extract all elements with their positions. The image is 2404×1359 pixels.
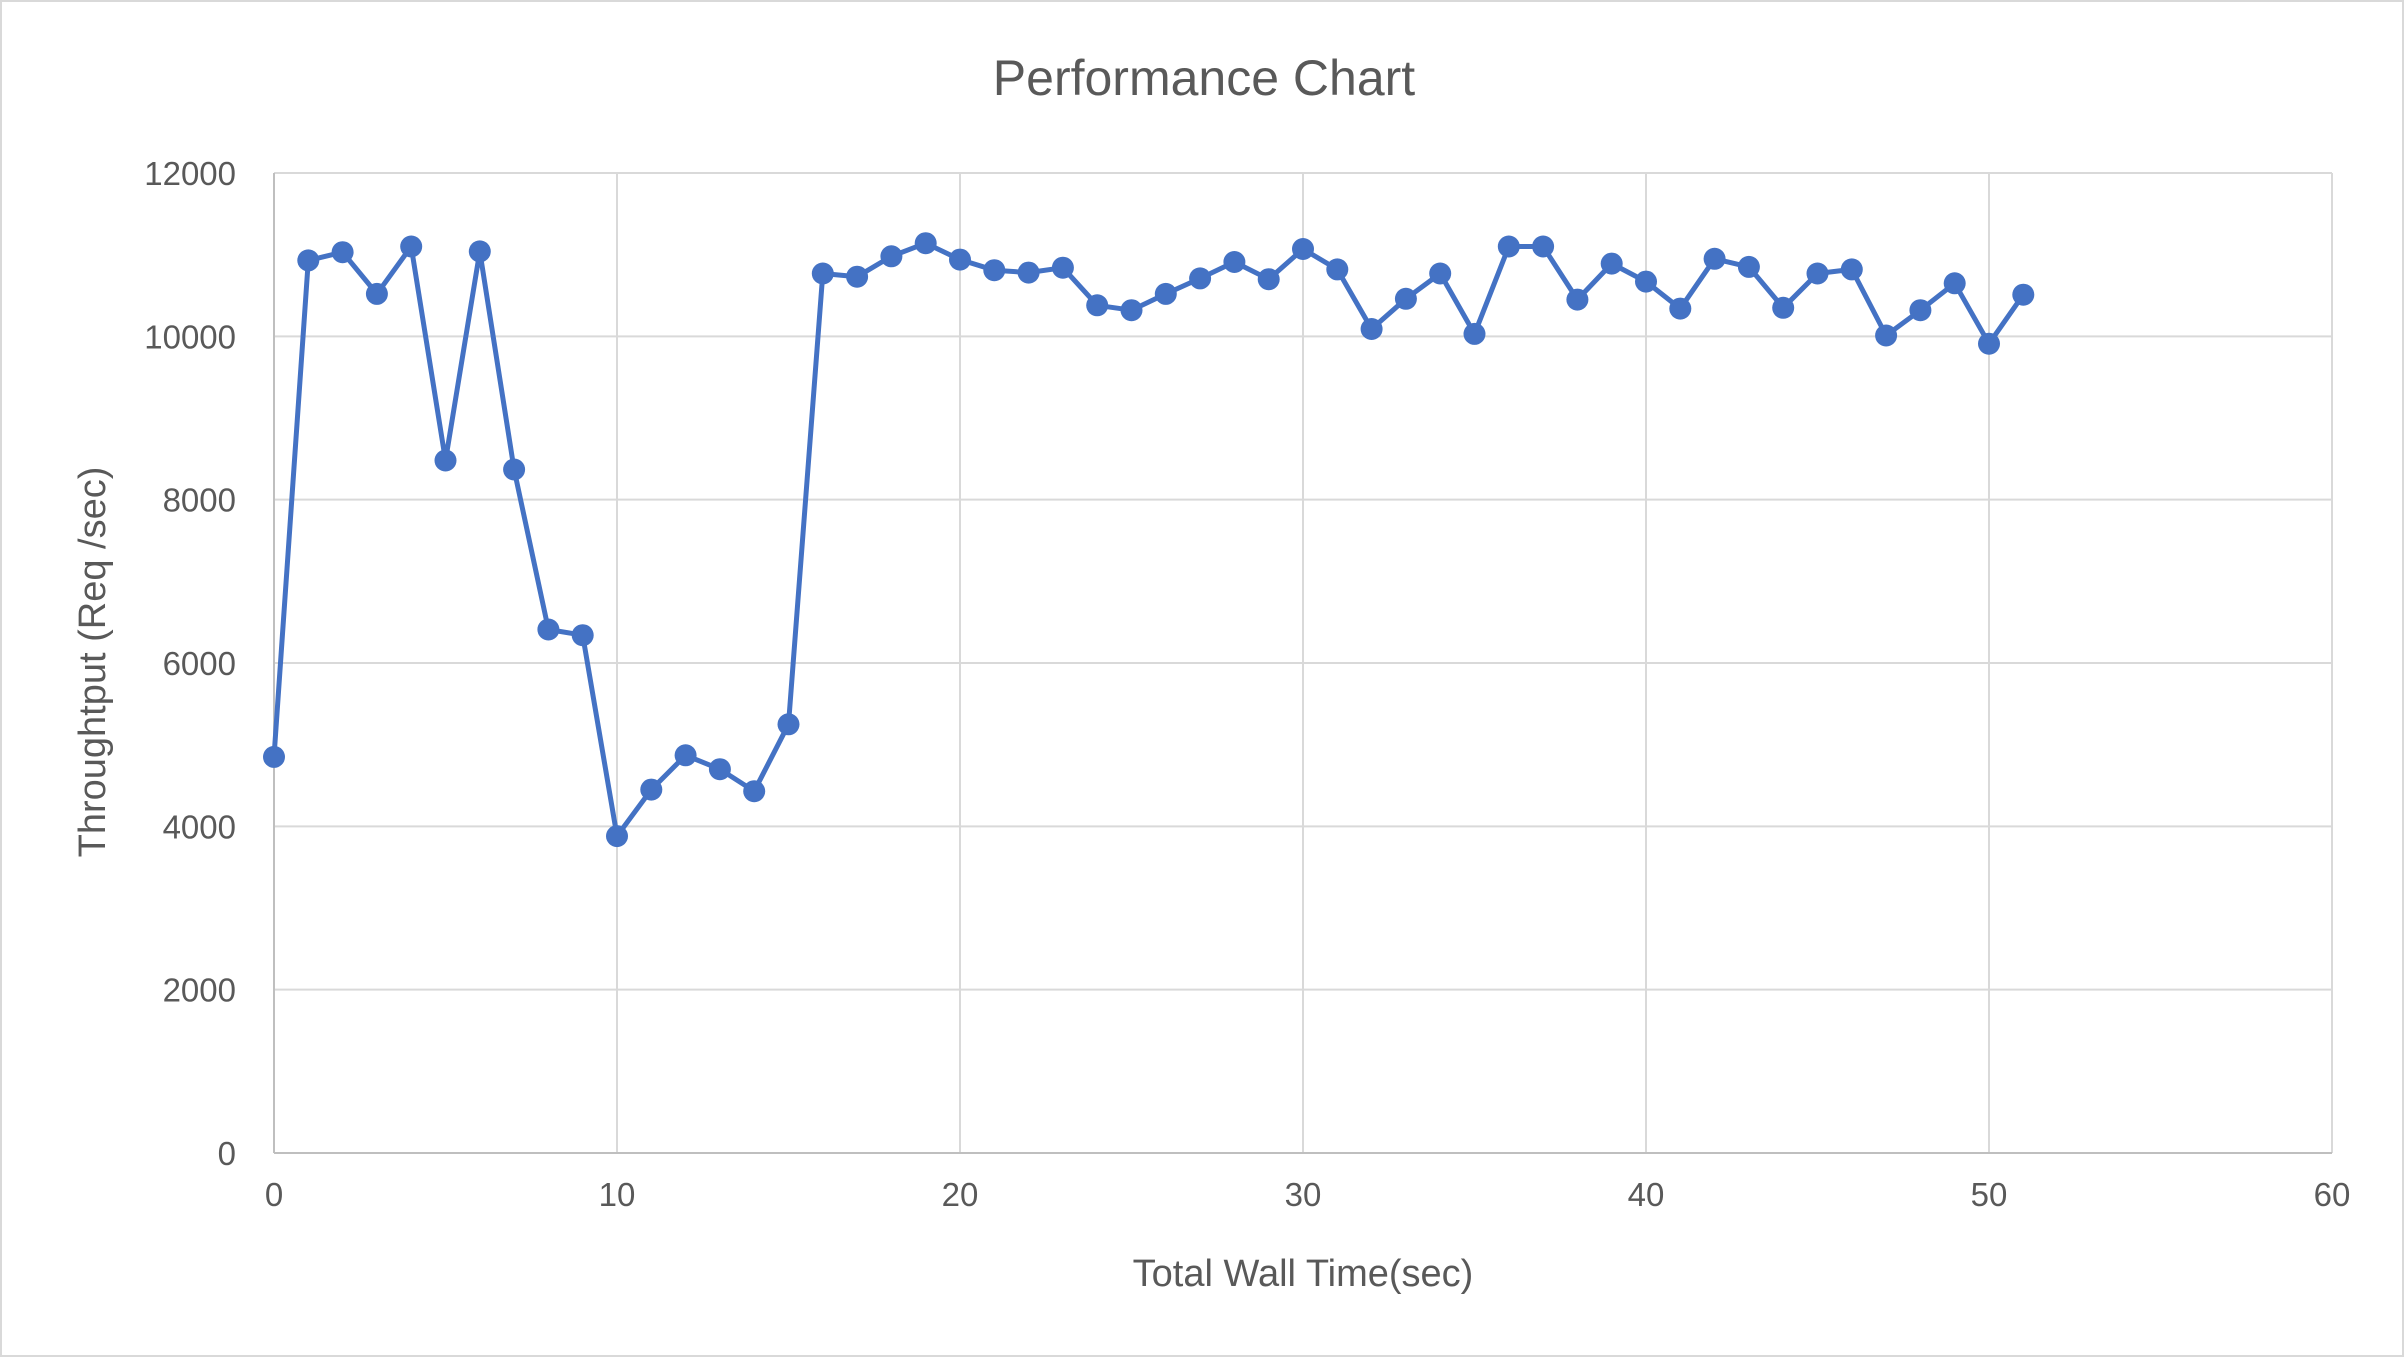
data-point [949, 248, 971, 271]
data-point [1223, 251, 1246, 273]
data-point [1635, 270, 1657, 293]
data-point [1086, 294, 1109, 317]
y-tick-label: 12000 [144, 155, 236, 192]
x-tick-label: 30 [1285, 1176, 1322, 1213]
y-tick-label: 8000 [163, 482, 236, 519]
data-point [640, 778, 663, 801]
data-point [263, 745, 285, 768]
data-point [1394, 287, 1417, 310]
x-tick-label: 60 [2314, 1176, 2351, 1213]
data-point [468, 240, 491, 263]
data-point [1669, 297, 1692, 320]
data-point [1326, 258, 1349, 281]
data-point [777, 713, 800, 736]
data-point [1806, 262, 1829, 285]
x-tick-label: 40 [1628, 1176, 1665, 1213]
data-point [1154, 282, 1177, 305]
gridlines [274, 172, 2333, 1153]
data-point [1463, 322, 1486, 345]
data-point [297, 249, 320, 272]
data-point [1360, 318, 1383, 340]
data-point [537, 618, 560, 641]
x-tick-label: 50 [1971, 1176, 2008, 1213]
tick-labels: 0 2000 4000 6000 8000 10000 12000 0 10 20 30 40 50 60 [144, 155, 2350, 1213]
data-point [1189, 267, 1212, 290]
data-point [674, 744, 697, 767]
data-point [1257, 268, 1280, 291]
data-point [434, 449, 457, 472]
data-point [1497, 235, 1520, 258]
data-point [606, 825, 628, 848]
data-point [1772, 296, 1795, 319]
data-point [743, 780, 766, 803]
data-point [880, 245, 903, 268]
data-point [1292, 238, 1314, 260]
data-point [400, 235, 423, 258]
data-point [846, 265, 869, 288]
data-point [1978, 332, 2000, 355]
data-point [1737, 255, 1760, 278]
data-point [1600, 252, 1623, 275]
data-point [331, 241, 354, 264]
data-point [571, 624, 594, 647]
y-tick-label: 2000 [163, 972, 236, 1009]
data-point [1120, 299, 1143, 322]
data-point [1429, 262, 1452, 285]
data-point [1017, 261, 1040, 284]
data-point [2012, 283, 2035, 306]
y-tick-label: 4000 [163, 808, 236, 845]
data-point [365, 282, 388, 305]
y-axis-label: Throughtput (Req /sec) [72, 467, 114, 858]
x-tick-label: 10 [599, 1176, 636, 1213]
chart-title: Performance Chart [993, 50, 1415, 106]
y-tick-label: 10000 [144, 318, 236, 355]
data-point [1566, 288, 1589, 311]
data-point [983, 259, 1006, 282]
x-tick-label: 20 [942, 1176, 979, 1213]
data-point [1703, 247, 1726, 270]
data-point [1840, 258, 1863, 281]
data-point [1909, 299, 1932, 322]
data-point [1051, 256, 1074, 279]
data-point [811, 262, 834, 285]
data-point [708, 758, 731, 781]
y-tick-label: 0 [218, 1135, 236, 1172]
x-tick-label: 0 [265, 1176, 283, 1213]
data-point [503, 458, 526, 481]
data-point [914, 232, 937, 255]
data-point [1875, 324, 1898, 347]
x-axis-label: Total Wall Time(sec) [1133, 1253, 1474, 1295]
y-tick-label: 6000 [163, 645, 236, 682]
series-line [271, 240, 2026, 839]
axes [273, 173, 2332, 1154]
data-point [1532, 235, 1555, 258]
data-point [1943, 272, 1966, 295]
series-throughput [263, 232, 2035, 848]
